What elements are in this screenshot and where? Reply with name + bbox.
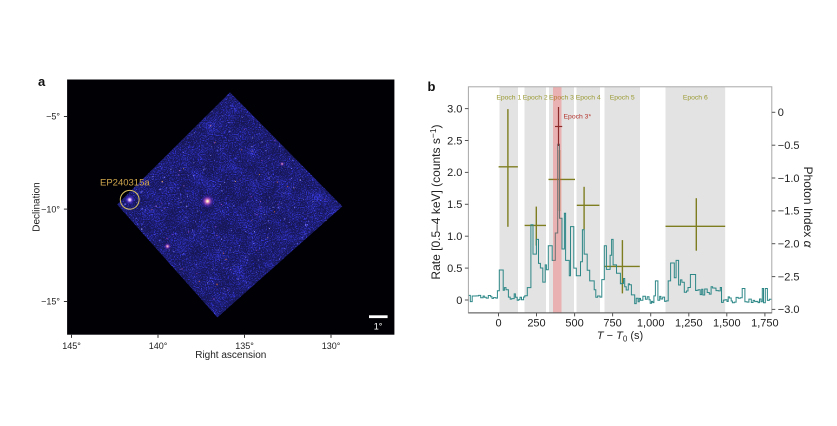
svg-text:0: 0 [778,107,784,119]
svg-text:−1.5: −1.5 [778,206,800,218]
svg-text:1°: 1° [374,322,383,332]
svg-text:−1.0: −1.0 [778,173,800,185]
svg-text:−2.5: −2.5 [778,271,800,283]
svg-text:Epoch 4: Epoch 4 [576,95,601,102]
svg-text:−5°: −5° [46,112,60,122]
svg-text:Epoch 3: Epoch 3 [549,95,574,102]
svg-text:Epoch 6: Epoch 6 [683,95,708,102]
svg-text:Declination: Declination [32,182,43,231]
svg-text:135°: 135° [235,341,254,351]
svg-text:1.5: 1.5 [447,199,462,211]
svg-text:Photon Index α: Photon Index α [801,167,815,249]
svg-text:EP240315a: EP240315a [100,178,150,189]
svg-text:Epoch 2: Epoch 2 [523,95,548,102]
svg-text:1,500: 1,500 [713,318,741,330]
svg-text:a: a [38,74,46,89]
svg-text:Rate [0.5–4 keV] (counts s−1): Rate [0.5–4 keV] (counts s−1) [428,124,443,279]
svg-text:1,750: 1,750 [751,318,779,330]
svg-text:−10°: −10° [41,204,60,214]
svg-text:−2.0: −2.0 [778,239,800,251]
svg-text:2.5: 2.5 [447,135,462,147]
svg-text:0.5: 0.5 [447,263,462,275]
svg-text:b: b [428,79,436,94]
svg-text:750: 750 [603,318,621,330]
svg-text:−0.5: −0.5 [778,140,800,152]
svg-text:T − T0 (s): T − T0 (s) [597,330,643,344]
svg-text:130°: 130° [322,341,341,351]
svg-text:Epoch 3*: Epoch 3* [564,114,592,121]
svg-text:500: 500 [565,318,583,330]
svg-text:−15°: −15° [41,297,60,307]
svg-text:−3.0: −3.0 [778,304,800,316]
svg-text:Epoch 1: Epoch 1 [496,95,521,102]
svg-text:140°: 140° [149,341,168,351]
svg-text:3.0: 3.0 [447,103,462,115]
svg-text:0: 0 [456,295,462,307]
svg-text:250: 250 [527,318,545,330]
svg-text:145°: 145° [62,341,81,351]
svg-text:2.0: 2.0 [447,167,462,179]
svg-text:1,250: 1,250 [675,318,703,330]
svg-text:1,000: 1,000 [637,318,665,330]
svg-text:1.0: 1.0 [447,231,462,243]
svg-text:0: 0 [495,318,501,330]
svg-text:Right ascension: Right ascension [195,350,266,361]
svg-text:Epoch 5: Epoch 5 [610,95,635,102]
